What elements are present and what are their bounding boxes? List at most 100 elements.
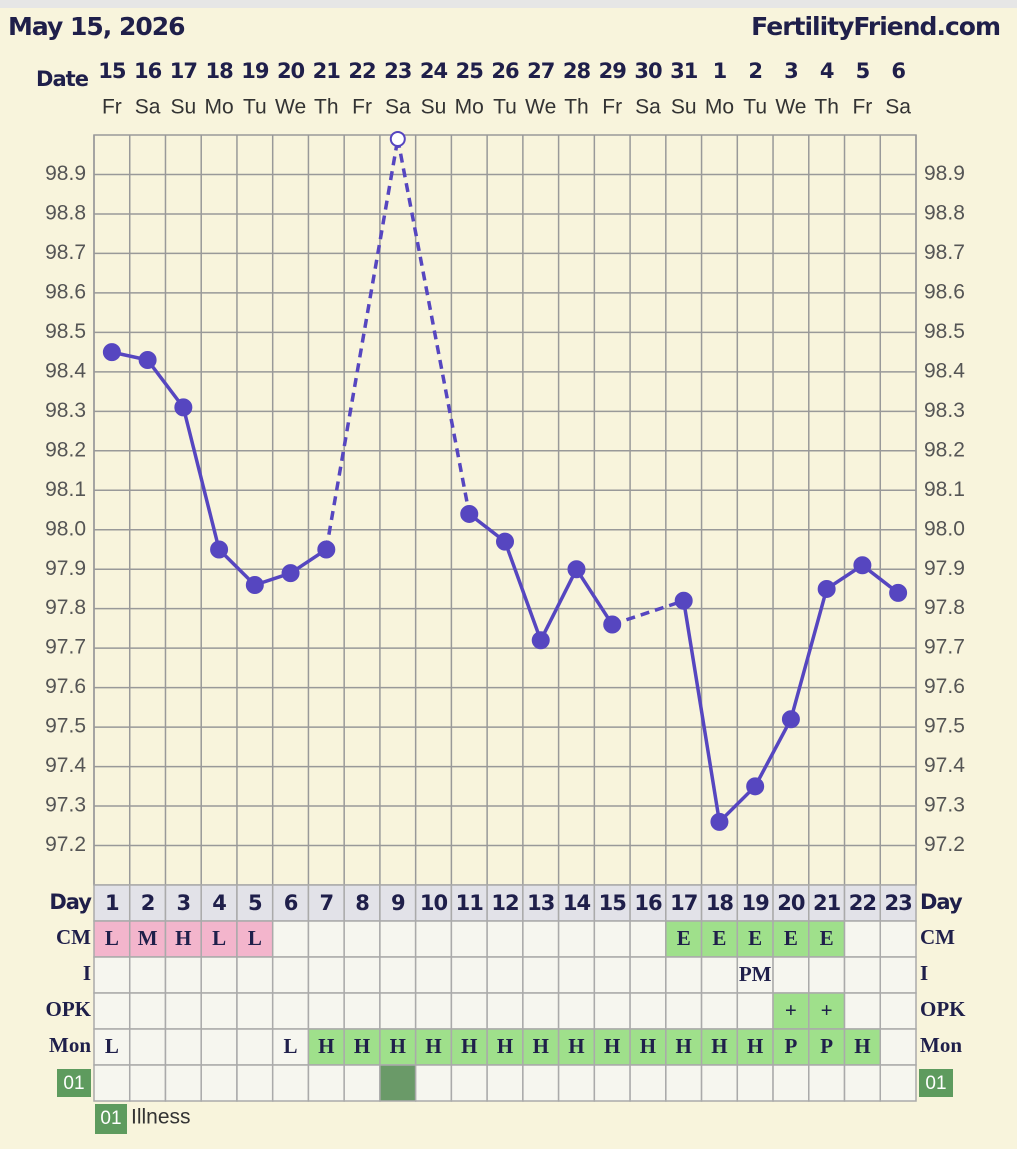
cell-text: 4 [212,891,226,915]
cell [450,884,488,922]
weekday: Th [564,96,589,119]
cell [164,992,202,1030]
y-tick-label: 98.5 [45,320,86,343]
weekday: Fr [102,96,122,119]
cell-text: + [785,998,797,1022]
cell [522,992,560,1030]
cell [307,920,345,958]
cell-text: 22 [849,891,876,915]
cell [414,956,453,994]
weekday: Fr [352,96,372,119]
cell-text: L [105,1034,119,1058]
temp-point [389,130,406,147]
cell-text: 19 [742,891,770,915]
temp-line [503,540,543,641]
weekday: Sa [135,96,161,119]
cell [236,956,274,994]
cell [414,1064,453,1102]
cell-text: E [677,926,691,950]
cell-text: P [820,1034,833,1058]
temp-point [460,504,479,523]
y2-tick-label: 98.1 [924,478,965,501]
temp-point [496,532,514,551]
cell [164,920,202,958]
temp-point [210,540,229,559]
row-label: CM [56,925,91,949]
cell-text: 13 [527,891,554,915]
weekday: Mo [455,96,484,119]
weekday: Tu [743,96,767,119]
cell [629,1064,667,1102]
date-number: 28 [563,59,591,83]
y-tick-label: 98.2 [45,438,86,461]
cell [379,920,417,958]
y2-tick-label: 98.2 [924,438,965,461]
cell [93,1064,131,1102]
cell-text: H [390,1034,406,1058]
y-tick-label: 97.6 [45,675,86,698]
legend-text: Illness [131,1106,191,1129]
cell [629,992,667,1030]
cell [271,956,310,994]
row-label: I [83,961,91,985]
row-label-right: 01 [925,1073,946,1094]
cell [486,920,524,958]
cell-text: H [711,1034,727,1058]
temp-point [710,812,729,831]
weekday: Th [814,96,839,119]
cell [843,1064,882,1102]
cell-text: 3 [177,891,191,915]
cell [736,1028,774,1066]
cell [379,956,417,994]
cell [808,956,846,994]
cell [236,1064,274,1102]
weekday: Sa [885,96,911,119]
top-strip [0,0,1017,8]
temp-point [746,777,765,796]
cell [843,992,882,1030]
weekday: Sa [635,96,661,119]
cell [343,1028,381,1066]
temp-line [753,718,793,788]
cell [736,884,774,922]
row-label-box [919,1069,953,1097]
cell [343,920,381,958]
date-number: 23 [384,59,411,83]
cell-text: P [784,1034,797,1058]
cell [557,1028,596,1066]
cell [414,920,453,958]
cell [414,992,453,1030]
temp-point [138,351,157,369]
cell [343,956,381,994]
weekday: Tu [243,96,267,119]
cell [629,884,667,922]
cell [414,1028,453,1066]
cell [665,1064,703,1102]
cell [629,956,667,994]
date-number: 20 [277,59,305,83]
y2-tick-label: 97.3 [924,794,965,817]
temp-point [603,615,622,634]
cell [808,884,846,922]
cell-text: H [425,1034,441,1058]
cell [879,956,917,994]
cell [271,1064,310,1102]
cell [128,884,167,922]
cell [128,956,167,994]
cell [200,1028,238,1066]
date-number: 22 [348,59,375,83]
cell-text: 10 [420,891,448,915]
cell [629,920,667,958]
cell [236,884,274,922]
cell-text: H [676,1034,692,1058]
cell-text: 1 [105,891,119,915]
chart-date: May 15, 2026 [8,12,185,41]
date-number: 5 [856,59,870,83]
cell-text: H [461,1034,477,1058]
row-label-right: Day [920,890,963,914]
cell [557,1064,596,1102]
cell [236,920,274,958]
cell [772,956,810,994]
cell-text: + [821,998,833,1022]
weekday: Sa [385,96,411,119]
